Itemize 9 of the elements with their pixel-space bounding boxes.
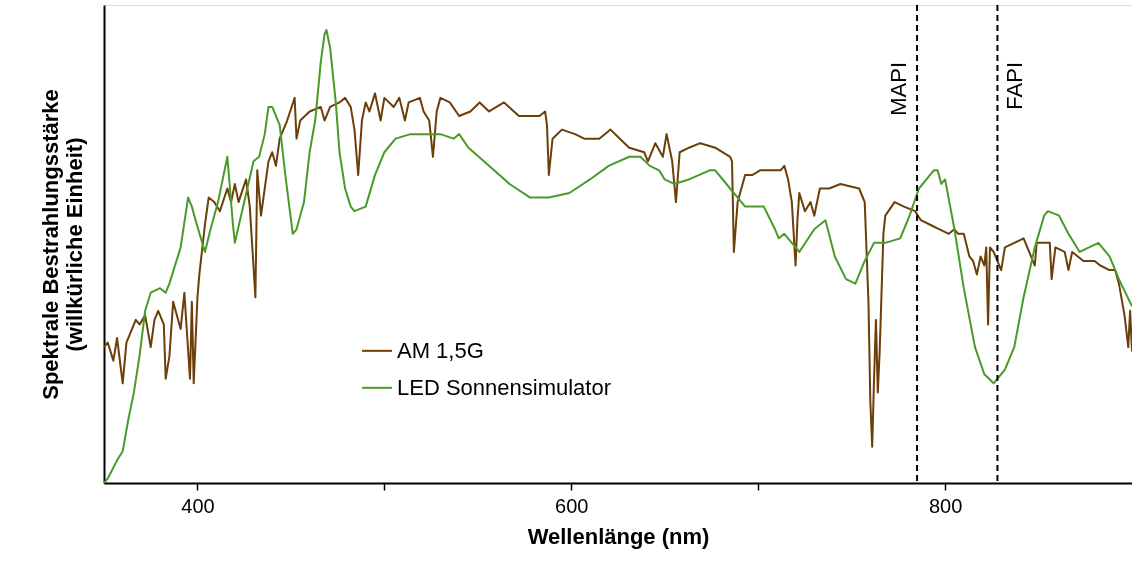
x-tick-label: 800 bbox=[928, 494, 963, 517]
ref-line-label: FAPI bbox=[1002, 62, 1028, 110]
ref-line-label: MAPI bbox=[886, 62, 912, 116]
x-tick-label: 400 bbox=[181, 494, 215, 517]
x-axis-title: Wellenlänge (nm) bbox=[527, 523, 710, 549]
y-axis-title: Spektrale Bestrahlungsstärke (willkürliche Einheit) bbox=[37, 89, 87, 400]
legend-label: AM 1,5G bbox=[397, 337, 484, 363]
x-tick-label: 600 bbox=[555, 494, 589, 517]
legend-label: LED Sonnensimulator bbox=[397, 374, 612, 400]
